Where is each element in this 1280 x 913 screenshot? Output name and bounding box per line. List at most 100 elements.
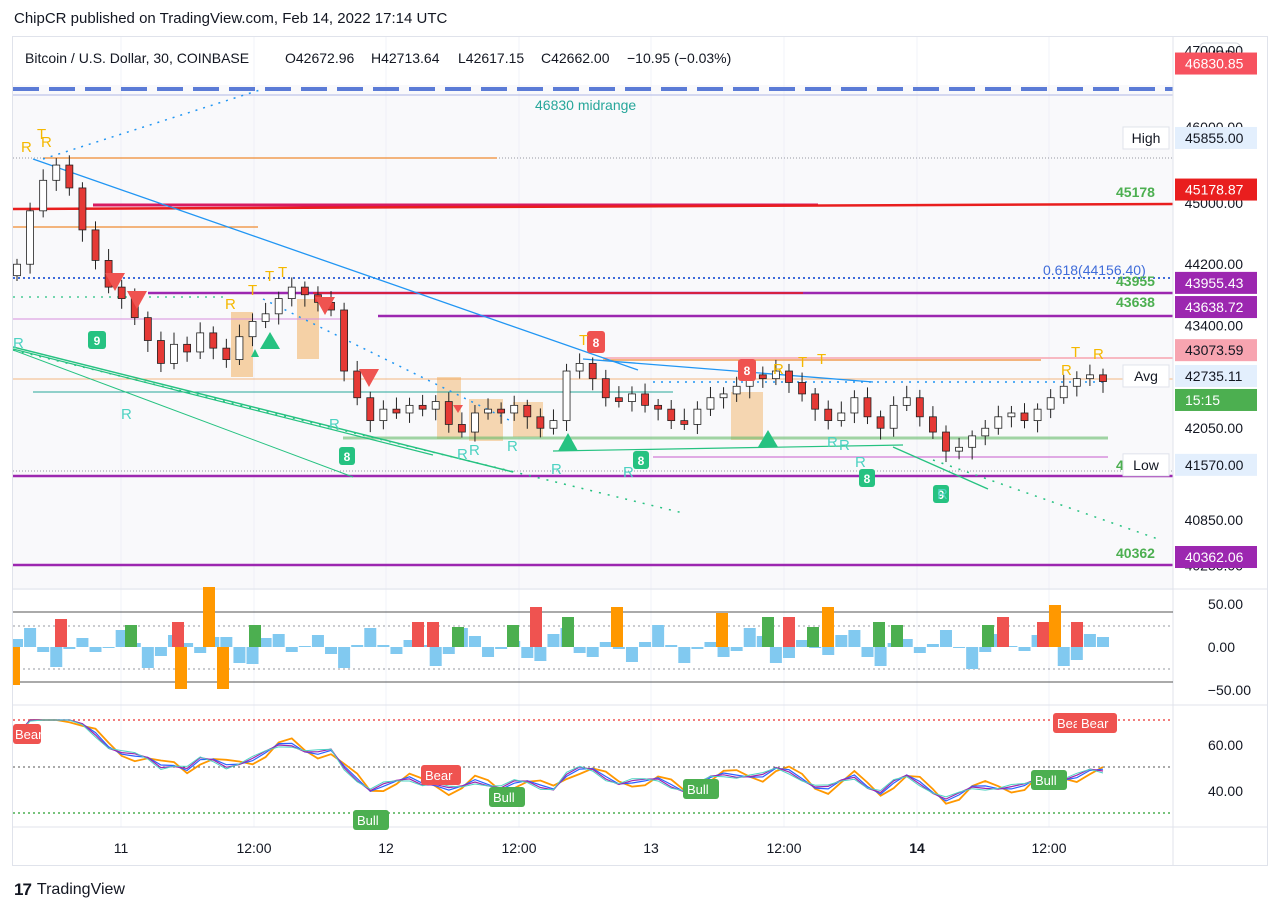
count-badge [933, 485, 949, 503]
histogram-bar [194, 647, 207, 653]
price-tag [1175, 364, 1257, 387]
histogram-bar [429, 647, 442, 666]
svg-text:R: R [329, 416, 340, 433]
histogram-bar [76, 638, 89, 647]
histogram-bar [1083, 634, 1096, 647]
histogram-bar [351, 645, 364, 647]
histogram-bar [298, 646, 311, 647]
legend-close: C42662.00 [541, 50, 610, 66]
histogram-bar [403, 640, 416, 647]
buy-triangle-marker [251, 349, 259, 357]
histogram-bar [338, 647, 351, 668]
histogram-signal-bar [873, 622, 885, 647]
candle-down [588, 362, 597, 380]
candle-up [693, 408, 702, 425]
svg-text:12:00: 12:00 [501, 840, 536, 856]
histogram-bar [730, 647, 743, 651]
histogram-signal-bar [562, 617, 574, 647]
candle-down [667, 408, 676, 422]
svg-text:Bear: Bear [15, 727, 43, 742]
buy-triangle-marker [558, 433, 578, 451]
histogram-bar [665, 645, 678, 647]
histogram-signal-bar [1071, 622, 1083, 647]
level-label: 40362 [1116, 545, 1155, 561]
histogram-signal-bar [452, 627, 464, 647]
buy-triangle-marker [260, 332, 280, 349]
histogram-bar [285, 647, 298, 652]
histogram-signal-bar [8, 647, 20, 685]
histogram-bar [599, 642, 612, 647]
histogram-bar [1097, 637, 1109, 647]
histogram-bar [50, 647, 63, 667]
histogram-signal-bar [249, 625, 261, 647]
svg-text:R: R [551, 461, 562, 478]
svg-text:T: T [248, 282, 257, 299]
candle-up [26, 210, 34, 265]
count-badge [859, 469, 875, 487]
candle-up [575, 362, 584, 372]
histogram-bar [272, 634, 285, 647]
candle-down [353, 370, 362, 399]
histogram-signal-bar [982, 625, 994, 647]
price-tag [1175, 271, 1257, 294]
count-badge [633, 451, 649, 469]
svg-text:T: T [278, 264, 287, 281]
tradingview-logo-icon: 17 [14, 880, 32, 899]
candle-up [981, 427, 990, 437]
svg-text:R: R [623, 464, 634, 481]
price-axis[interactable]: USD 47000.0046000.0045000.0044200.004340… [1122, 42, 1257, 799]
price-tag-label: 43638.72 [1185, 299, 1244, 315]
histogram-bar [89, 647, 102, 652]
svg-text:40.00: 40.00 [1208, 783, 1243, 799]
candle-down [497, 408, 506, 414]
price-tag [1175, 296, 1257, 319]
svg-text:12:00: 12:00 [766, 840, 801, 856]
sell-triangle-marker [105, 273, 125, 291]
histogram-signal-bar [807, 627, 819, 647]
histogram-bar [24, 628, 37, 647]
svg-text:Bull: Bull [687, 782, 709, 797]
histogram-bar [311, 635, 324, 647]
histogram-bar [625, 647, 638, 662]
histogram-bar [534, 647, 547, 661]
svg-text:12:00: 12:00 [1031, 840, 1066, 856]
candle-down [680, 420, 689, 425]
price-tag-label: 45178.87 [1185, 182, 1244, 198]
svg-text:14: 14 [909, 840, 925, 856]
histogram-bar [181, 643, 194, 647]
histogram-signal-bar [530, 607, 542, 647]
histogram-bar [547, 634, 560, 647]
candle-down [641, 393, 649, 406]
histogram-signal-bar [427, 622, 439, 647]
candle-up [431, 401, 440, 410]
candle-down [758, 374, 767, 380]
count-badge [339, 447, 355, 465]
candle-up [850, 397, 859, 414]
candle-down [876, 416, 885, 429]
candle-up [248, 321, 257, 338]
candle-up [706, 397, 715, 410]
svg-text:13: 13 [643, 840, 659, 856]
footer-brand[interactable]: 17 TradingView [14, 880, 125, 900]
candle-up [1046, 397, 1055, 410]
level-label: 43955 [1116, 273, 1155, 289]
publish-header: ChipCR published on TradingView.com, Feb… [14, 10, 448, 27]
price-tag [1175, 52, 1257, 75]
midrange-label: 46830 midrange [535, 97, 636, 113]
fib-label: 0.618(44156.40) [1043, 262, 1146, 278]
candle-up [1007, 412, 1016, 418]
histogram-bar [769, 647, 782, 663]
candle-up [837, 412, 846, 422]
histogram-bar [678, 647, 691, 663]
candle-down [222, 347, 231, 360]
candle-down [117, 286, 126, 299]
svg-text:9: 9 [94, 334, 101, 348]
histogram-signal-bar [997, 617, 1009, 647]
candle-up [261, 313, 270, 322]
candle-up [955, 446, 963, 452]
chart-svg[interactable]: 9 8 8 8 9 8 8 R R T R T T T T R T T R [8, 37, 1267, 865]
histogram-bar [1057, 647, 1070, 666]
svg-text:8: 8 [864, 472, 871, 486]
candle-down [91, 229, 100, 261]
histogram-signal-bar [1049, 605, 1061, 647]
